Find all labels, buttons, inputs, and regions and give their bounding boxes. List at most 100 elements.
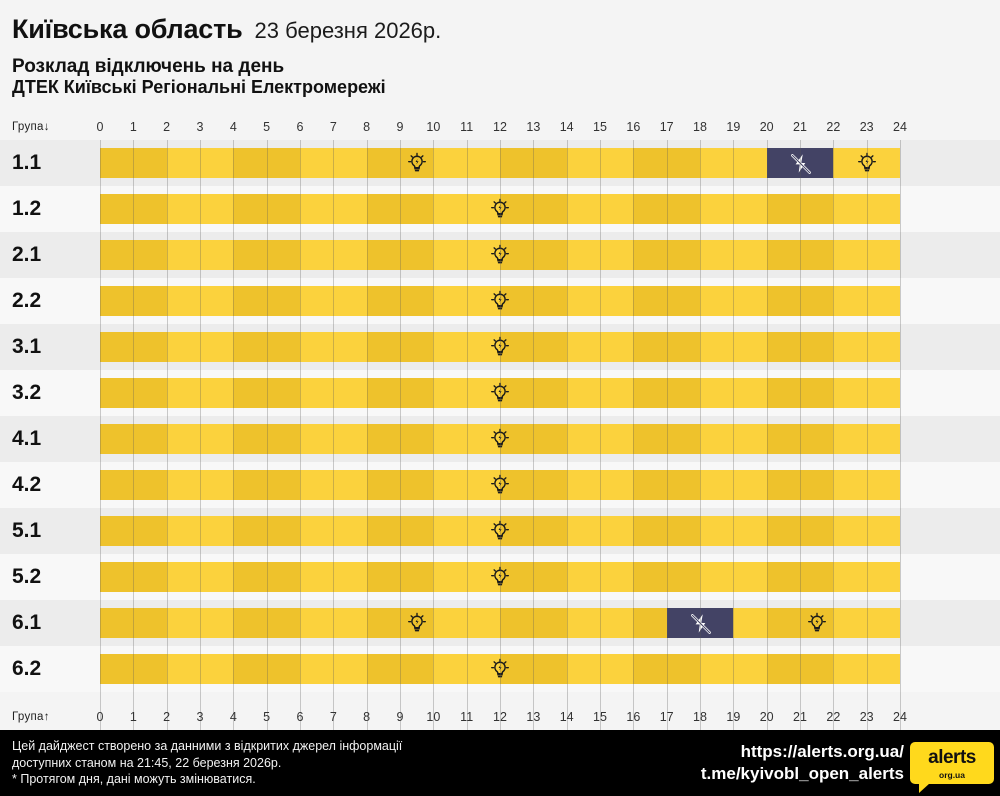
power-on-block-14[interactable] <box>566 654 600 684</box>
power-on-block-12[interactable] <box>500 516 534 546</box>
power-on-block-9[interactable] <box>400 148 434 178</box>
power-on-block-10[interactable] <box>433 608 467 638</box>
power-on-block-4[interactable] <box>233 332 267 362</box>
table-row[interactable]: 4.1 <box>0 416 1000 462</box>
power-on-block-6[interactable] <box>300 516 334 546</box>
power-on-block-7[interactable] <box>333 516 367 546</box>
power-on-block-17[interactable] <box>666 470 700 500</box>
power-on-block-6[interactable] <box>300 332 334 362</box>
power-on-block-10[interactable] <box>433 378 467 408</box>
power-on-block-8[interactable] <box>366 424 400 454</box>
power-on-block-10[interactable] <box>433 516 467 546</box>
timeline-4.2[interactable] <box>100 470 900 500</box>
power-on-block-11[interactable] <box>466 240 500 270</box>
power-on-block-14[interactable] <box>566 608 600 638</box>
power-on-block-8[interactable] <box>366 148 400 178</box>
power-on-block-23[interactable] <box>866 378 900 408</box>
power-on-block-15[interactable] <box>600 286 634 316</box>
power-on-block-6[interactable] <box>300 562 334 592</box>
power-on-block-8[interactable] <box>366 654 400 684</box>
power-on-block-1[interactable] <box>133 332 167 362</box>
power-on-block-21[interactable] <box>800 562 834 592</box>
power-on-block-23[interactable] <box>866 148 900 178</box>
table-row[interactable]: 1.2 <box>0 186 1000 232</box>
power-on-block-0[interactable] <box>100 332 134 362</box>
power-on-block-23[interactable] <box>866 562 900 592</box>
power-on-block-4[interactable] <box>233 286 267 316</box>
power-on-block-19[interactable] <box>733 424 767 454</box>
power-on-block-16[interactable] <box>633 608 667 638</box>
power-on-block-15[interactable] <box>600 194 634 224</box>
power-on-block-1[interactable] <box>133 194 167 224</box>
power-on-block-16[interactable] <box>633 470 667 500</box>
power-on-block-6[interactable] <box>300 470 334 500</box>
power-on-block-20[interactable] <box>766 562 800 592</box>
power-on-block-1[interactable] <box>133 424 167 454</box>
power-on-block-15[interactable] <box>600 516 634 546</box>
power-on-block-12[interactable] <box>500 286 534 316</box>
power-on-block-17[interactable] <box>666 240 700 270</box>
power-on-block-7[interactable] <box>333 654 367 684</box>
power-on-block-17[interactable] <box>666 148 700 178</box>
power-on-block-1[interactable] <box>133 654 167 684</box>
power-on-block-2[interactable] <box>166 332 200 362</box>
power-on-block-4[interactable] <box>233 608 267 638</box>
power-on-block-5[interactable] <box>266 286 300 316</box>
power-on-block-3[interactable] <box>200 562 234 592</box>
power-on-block-5[interactable] <box>266 424 300 454</box>
power-on-block-16[interactable] <box>633 378 667 408</box>
power-on-block-3[interactable] <box>200 332 234 362</box>
power-on-block-15[interactable] <box>600 562 634 592</box>
power-on-block-4[interactable] <box>233 424 267 454</box>
table-row[interactable]: 6.2 <box>0 646 1000 692</box>
power-on-block-7[interactable] <box>333 286 367 316</box>
outage-block-18[interactable] <box>700 608 734 638</box>
power-on-block-22[interactable] <box>833 378 867 408</box>
power-on-block-11[interactable] <box>466 608 500 638</box>
power-on-block-5[interactable] <box>266 516 300 546</box>
table-row[interactable]: 2.1 <box>0 232 1000 278</box>
power-on-block-5[interactable] <box>266 470 300 500</box>
power-on-block-1[interactable] <box>133 516 167 546</box>
power-on-block-0[interactable] <box>100 194 134 224</box>
power-on-block-7[interactable] <box>333 240 367 270</box>
power-on-block-13[interactable] <box>533 562 567 592</box>
power-on-block-9[interactable] <box>400 470 434 500</box>
power-on-block-22[interactable] <box>833 148 867 178</box>
power-on-block-19[interactable] <box>733 148 767 178</box>
power-on-block-16[interactable] <box>633 148 667 178</box>
power-on-block-13[interactable] <box>533 516 567 546</box>
power-on-block-7[interactable] <box>333 562 367 592</box>
power-on-block-16[interactable] <box>633 424 667 454</box>
power-on-block-23[interactable] <box>866 194 900 224</box>
power-on-block-20[interactable] <box>766 240 800 270</box>
power-on-block-4[interactable] <box>233 470 267 500</box>
power-on-block-11[interactable] <box>466 194 500 224</box>
power-on-block-0[interactable] <box>100 148 134 178</box>
power-on-block-12[interactable] <box>500 332 534 362</box>
timeline-2.2[interactable] <box>100 286 900 316</box>
power-on-block-9[interactable] <box>400 516 434 546</box>
power-on-block-20[interactable] <box>766 378 800 408</box>
power-on-block-12[interactable] <box>500 424 534 454</box>
power-on-block-21[interactable] <box>800 516 834 546</box>
power-on-block-11[interactable] <box>466 332 500 362</box>
power-on-block-20[interactable] <box>766 332 800 362</box>
outage-block-17[interactable] <box>666 608 700 638</box>
power-on-block-12[interactable] <box>500 608 534 638</box>
power-on-block-16[interactable] <box>633 240 667 270</box>
power-on-block-1[interactable] <box>133 470 167 500</box>
power-on-block-1[interactable] <box>133 240 167 270</box>
power-on-block-22[interactable] <box>833 516 867 546</box>
power-on-block-16[interactable] <box>633 516 667 546</box>
power-on-block-11[interactable] <box>466 378 500 408</box>
power-on-block-4[interactable] <box>233 240 267 270</box>
power-on-block-1[interactable] <box>133 562 167 592</box>
power-on-block-19[interactable] <box>733 286 767 316</box>
power-on-block-10[interactable] <box>433 332 467 362</box>
power-on-block-21[interactable] <box>800 424 834 454</box>
power-on-block-10[interactable] <box>433 470 467 500</box>
power-on-block-16[interactable] <box>633 654 667 684</box>
power-on-block-4[interactable] <box>233 562 267 592</box>
power-on-block-10[interactable] <box>433 286 467 316</box>
